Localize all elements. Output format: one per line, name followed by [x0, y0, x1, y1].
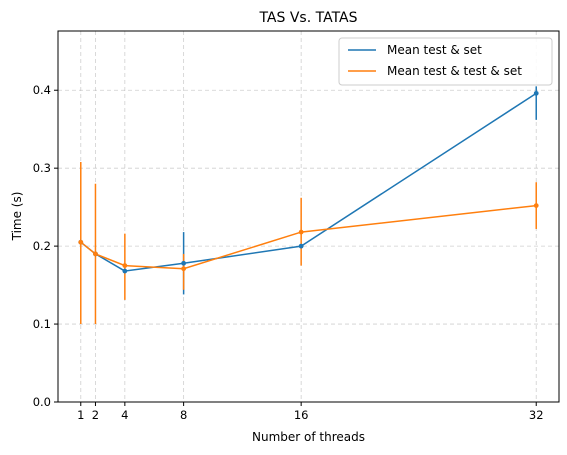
- y-tick-label: 0.2: [33, 239, 51, 253]
- x-axis-label: Number of threads: [252, 430, 365, 444]
- data-point-series-1: [533, 203, 539, 208]
- legend-label-1: Mean test & test & set: [387, 64, 522, 78]
- x-tick-label: 1: [77, 408, 84, 422]
- data-point-series-1: [93, 251, 98, 257]
- data-point-series-1: [181, 266, 187, 272]
- y-tick-label: 0.4: [33, 83, 51, 97]
- y-tick-label: 0.3: [33, 161, 51, 175]
- error-bars: [80, 86, 537, 325]
- grid: [58, 31, 559, 403]
- y-axis: 0.0 0.1 0.2 0.3 0.4: [33, 83, 58, 409]
- data-point-series-0: [181, 260, 187, 266]
- x-tick-label: 2: [92, 408, 99, 422]
- data-point-series-1: [122, 263, 128, 269]
- series-lines: [80, 92, 537, 272]
- x-tick-label: 32: [529, 408, 544, 422]
- x-tick-label: 8: [180, 408, 187, 422]
- data-point-series-1: [298, 229, 304, 235]
- series-line-1: [80, 204, 537, 270]
- x-tick-label: 16: [294, 408, 309, 422]
- y-axis-label: Time (s): [10, 192, 24, 242]
- data-point-series-1: [78, 239, 84, 245]
- data-point-series-0: [298, 243, 304, 249]
- series-points: [78, 90, 539, 274]
- data-point-series-0: [533, 90, 539, 96]
- legend: Mean test & set Mean test & test & set: [338, 37, 553, 86]
- legend-box: [338, 37, 553, 86]
- plot-frame: [57, 30, 560, 403]
- series-line-0: [80, 92, 537, 272]
- y-tick-label: 0.0: [33, 395, 51, 409]
- data-point-series-0: [122, 268, 128, 274]
- x-tick-label: 4: [121, 408, 128, 422]
- x-axis: 1 2 4 8 16 32: [77, 402, 544, 422]
- chart-title: TAS Vs. TATAS: [258, 10, 357, 26]
- legend-label-0: Mean test & set: [387, 43, 482, 57]
- y-tick-label: 0.1: [33, 317, 51, 331]
